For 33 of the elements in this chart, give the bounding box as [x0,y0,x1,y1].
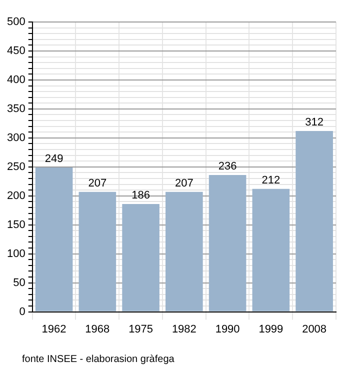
bar [35,167,73,312]
data-label: 207 [88,177,107,190]
data-label: 212 [262,174,280,186]
x-tick-label: 1982 [172,323,196,336]
y-tick-label: 50 [13,276,26,289]
bar [252,188,290,312]
bar [122,204,160,312]
y-tick-label: 500 [6,16,26,28]
y-tick-label: 200 [6,190,26,202]
data-label: 236 [218,160,237,173]
y-tick-label: 150 [6,218,26,231]
y-tick-label: 350 [6,102,26,115]
data-label: 207 [174,177,194,190]
bar [166,192,203,312]
x-tick-label: 1962 [42,323,66,336]
source-note: fonte INSEE - elaborasion gràfega [22,354,175,365]
x-tick-label: 1968 [85,323,110,336]
y-tick-label: 300 [6,132,26,144]
data-label: 186 [132,190,150,202]
y-tick-label: 100 [6,248,26,260]
x-tick-label: 2008 [302,323,327,336]
data-label: 249 [44,153,64,166]
y-tick-label: 450 [6,45,26,58]
y-tick-label: 0 [19,306,26,318]
x-tick-label: 1990 [215,323,240,336]
x-tick-label: 1975 [128,323,154,336]
bar [296,130,333,312]
y-tick-label: 400 [6,74,26,86]
x-tick-label: 1999 [258,323,284,336]
y-tick-label: 250 [6,160,26,173]
bar [78,192,116,312]
bar [208,175,246,312]
data-label: 312 [305,116,324,128]
